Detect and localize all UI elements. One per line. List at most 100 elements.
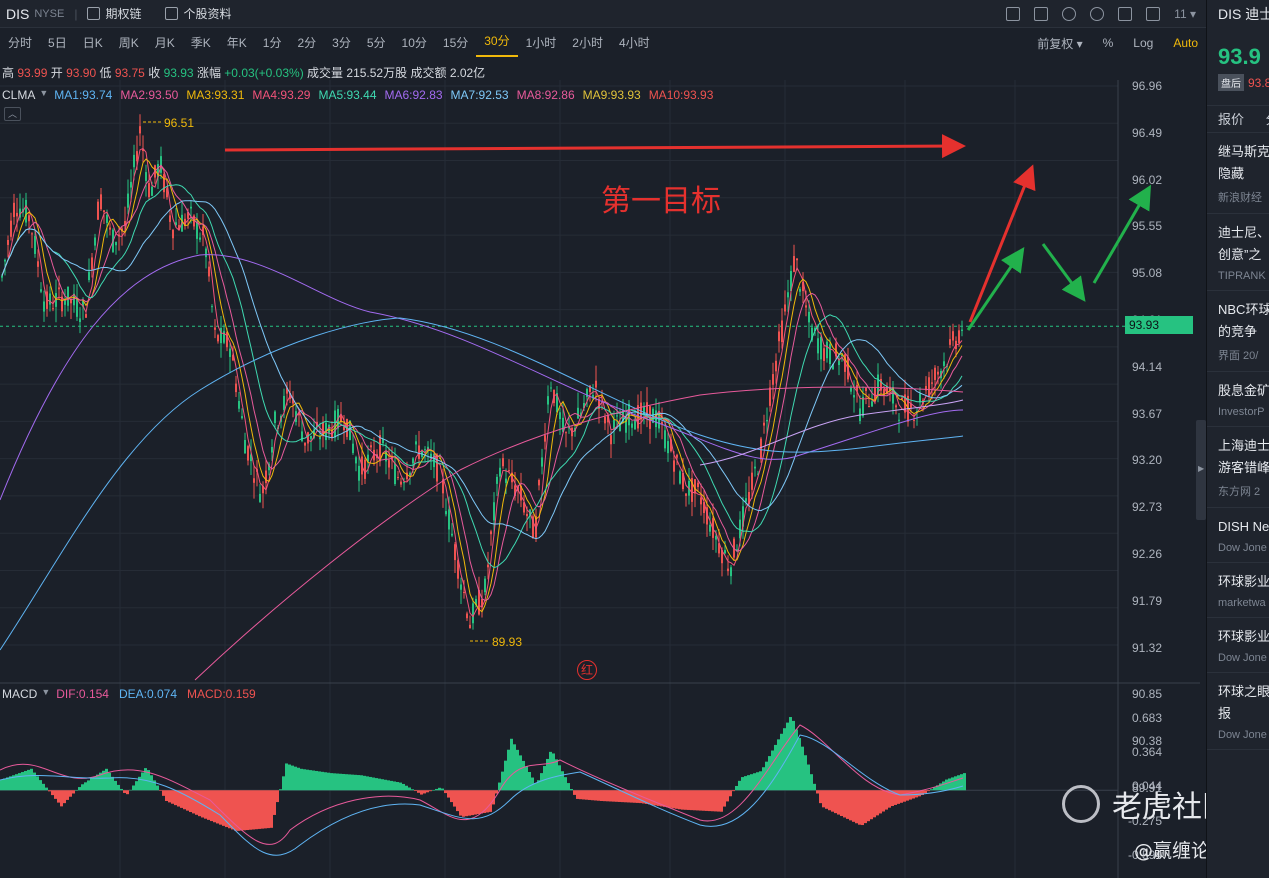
collapse-icon[interactable]: ︿ xyxy=(4,107,21,121)
symbol-label[interactable]: DIS xyxy=(6,5,30,22)
news-item[interactable]: 环球影业 Dow Jone xyxy=(1207,618,1269,673)
macd-bar xyxy=(420,790,423,795)
macd-bar xyxy=(948,778,951,791)
macd-bar xyxy=(279,789,282,791)
ma-legend: CLMA ▼ MA1:93.74 MA2:93.50 MA3:93.31 MA4:93… xyxy=(2,88,729,102)
percent-toggle[interactable]: % xyxy=(1102,36,1114,50)
macd-bar xyxy=(645,790,648,804)
panel-tabs: 报价 分 xyxy=(1207,105,1269,133)
news-item[interactable]: 环球影业 marketwa xyxy=(1207,563,1269,618)
price-axis-label: 89.91 xyxy=(1131,781,1162,795)
period-tab[interactable]: 3分 xyxy=(332,36,351,50)
layout-grid-icon[interactable] xyxy=(1146,7,1161,21)
news-item[interactable]: 上海迪士 游客错峰 东方网 2 xyxy=(1207,427,1269,508)
settings-gear-icon[interactable] xyxy=(1090,7,1105,21)
options-chain-button[interactable]: 期权链 xyxy=(87,5,141,22)
candle-body xyxy=(406,472,408,480)
period-tab[interactable]: 1小时 xyxy=(525,36,557,50)
macd-bar xyxy=(816,790,819,794)
tab-quote[interactable]: 报价 xyxy=(1218,112,1245,127)
macd-bar xyxy=(12,775,15,791)
macd-bar xyxy=(507,749,510,791)
chevron-down-icon[interactable]: ▼ xyxy=(39,88,49,98)
candle-body xyxy=(490,531,492,535)
macd-bar xyxy=(243,790,246,831)
macd-bar xyxy=(576,790,579,799)
period-tab[interactable]: 月K xyxy=(154,36,175,50)
period-tab[interactable]: 周K xyxy=(118,36,139,50)
macd-bar xyxy=(408,787,411,791)
panel-collapse-handle[interactable]: ▶ xyxy=(1196,420,1206,520)
macd-indicator-name[interactable]: MACD xyxy=(2,687,38,701)
ma-indicator-name[interactable]: CLMA xyxy=(2,88,36,102)
macd-bar xyxy=(306,769,309,791)
news-item[interactable]: 继马斯克 隐藏 新浪财经 xyxy=(1207,133,1269,214)
macd-bar xyxy=(249,790,252,830)
candle-body xyxy=(724,550,726,554)
macd-bar xyxy=(615,790,618,802)
period-tab[interactable]: 日K xyxy=(82,36,103,50)
macd-bar xyxy=(324,772,327,791)
period-tab[interactable]: 年K xyxy=(226,36,247,50)
period-tab[interactable]: 2小时 xyxy=(572,36,603,50)
auto-toggle[interactable]: Auto xyxy=(1173,36,1198,50)
period-tab[interactable]: 2分 xyxy=(297,36,317,50)
candle-body xyxy=(676,454,678,458)
candle-body xyxy=(817,338,819,354)
refresh-icon[interactable] xyxy=(1062,7,1077,21)
news-item[interactable]: NBC环球 的竞争 界面 20/ xyxy=(1207,291,1269,372)
period-tab[interactable]: 10分 xyxy=(401,36,427,50)
layout-count[interactable]: 11 ▾ xyxy=(1174,7,1196,21)
candle-body xyxy=(949,339,951,345)
period-tab[interactable]: 30分 xyxy=(476,29,518,57)
stock-info-label: 个股资料 xyxy=(183,7,232,21)
macd-bar xyxy=(462,790,465,817)
candle-body xyxy=(52,308,54,310)
candle-body xyxy=(400,481,402,485)
after-hours-row: 盘后 93.8 xyxy=(1218,74,1269,91)
log-toggle[interactable]: Log xyxy=(1133,36,1154,50)
macd-bar xyxy=(519,755,522,791)
macd-bar xyxy=(96,774,99,791)
candle-body xyxy=(739,519,741,539)
candle-body xyxy=(274,411,276,423)
candle-body xyxy=(85,314,87,318)
macd-bar xyxy=(897,790,900,804)
red-marker-badge[interactable]: 红 xyxy=(577,660,597,680)
period-tab[interactable]: 15分 xyxy=(442,36,469,50)
adjust-dropdown[interactable]: 前复权 ▾ xyxy=(1037,36,1083,51)
news-item[interactable]: 迪士尼、 创意”之 TIPRANK xyxy=(1207,214,1269,291)
chevron-down-icon[interactable]: ▼ xyxy=(41,687,51,697)
macd-bar xyxy=(297,767,300,791)
news-item[interactable]: 股息金矿 InvestorP xyxy=(1207,372,1269,427)
candle-body xyxy=(358,465,360,481)
period-tab[interactable]: 分时 xyxy=(8,36,33,50)
period-tab[interactable]: 季K xyxy=(190,36,211,50)
period-tab[interactable]: 4小时 xyxy=(618,36,650,50)
macd-bar xyxy=(942,781,945,791)
period-tab[interactable]: 5日 xyxy=(48,36,67,50)
macd-bar xyxy=(372,777,375,791)
news-item[interactable]: 环球之眼报 Dow Jone xyxy=(1207,673,1269,750)
macd-bar xyxy=(396,782,399,791)
macd-bar xyxy=(141,772,144,791)
candlestick-chart[interactable] xyxy=(0,0,1206,878)
candle-body xyxy=(88,271,90,281)
fullscreen-icon[interactable] xyxy=(1118,7,1133,21)
macd-bar xyxy=(567,783,570,791)
macd-bar xyxy=(75,790,78,791)
chart-type-icon[interactable] xyxy=(1006,7,1021,21)
candle-body xyxy=(505,478,507,483)
news-item[interactable]: DISH Ne Dow Jone xyxy=(1207,508,1269,563)
period-tab[interactable]: 1分 xyxy=(262,36,282,50)
tab-analysis[interactable]: 分 xyxy=(1266,112,1269,127)
macd-bar xyxy=(723,790,726,807)
stock-info-button[interactable]: 个股资料 xyxy=(165,5,231,22)
draw-tool-icon[interactable] xyxy=(1034,7,1049,21)
period-tab[interactable]: 5分 xyxy=(366,36,386,50)
low-marker-label: 89.93 xyxy=(492,635,523,649)
macd-bar xyxy=(117,784,120,791)
top-toolbar: DIS NYSE | 期权链 个股资料 11 ▾ xyxy=(0,0,1206,28)
candle-body xyxy=(961,329,963,331)
candle-body xyxy=(379,435,381,462)
